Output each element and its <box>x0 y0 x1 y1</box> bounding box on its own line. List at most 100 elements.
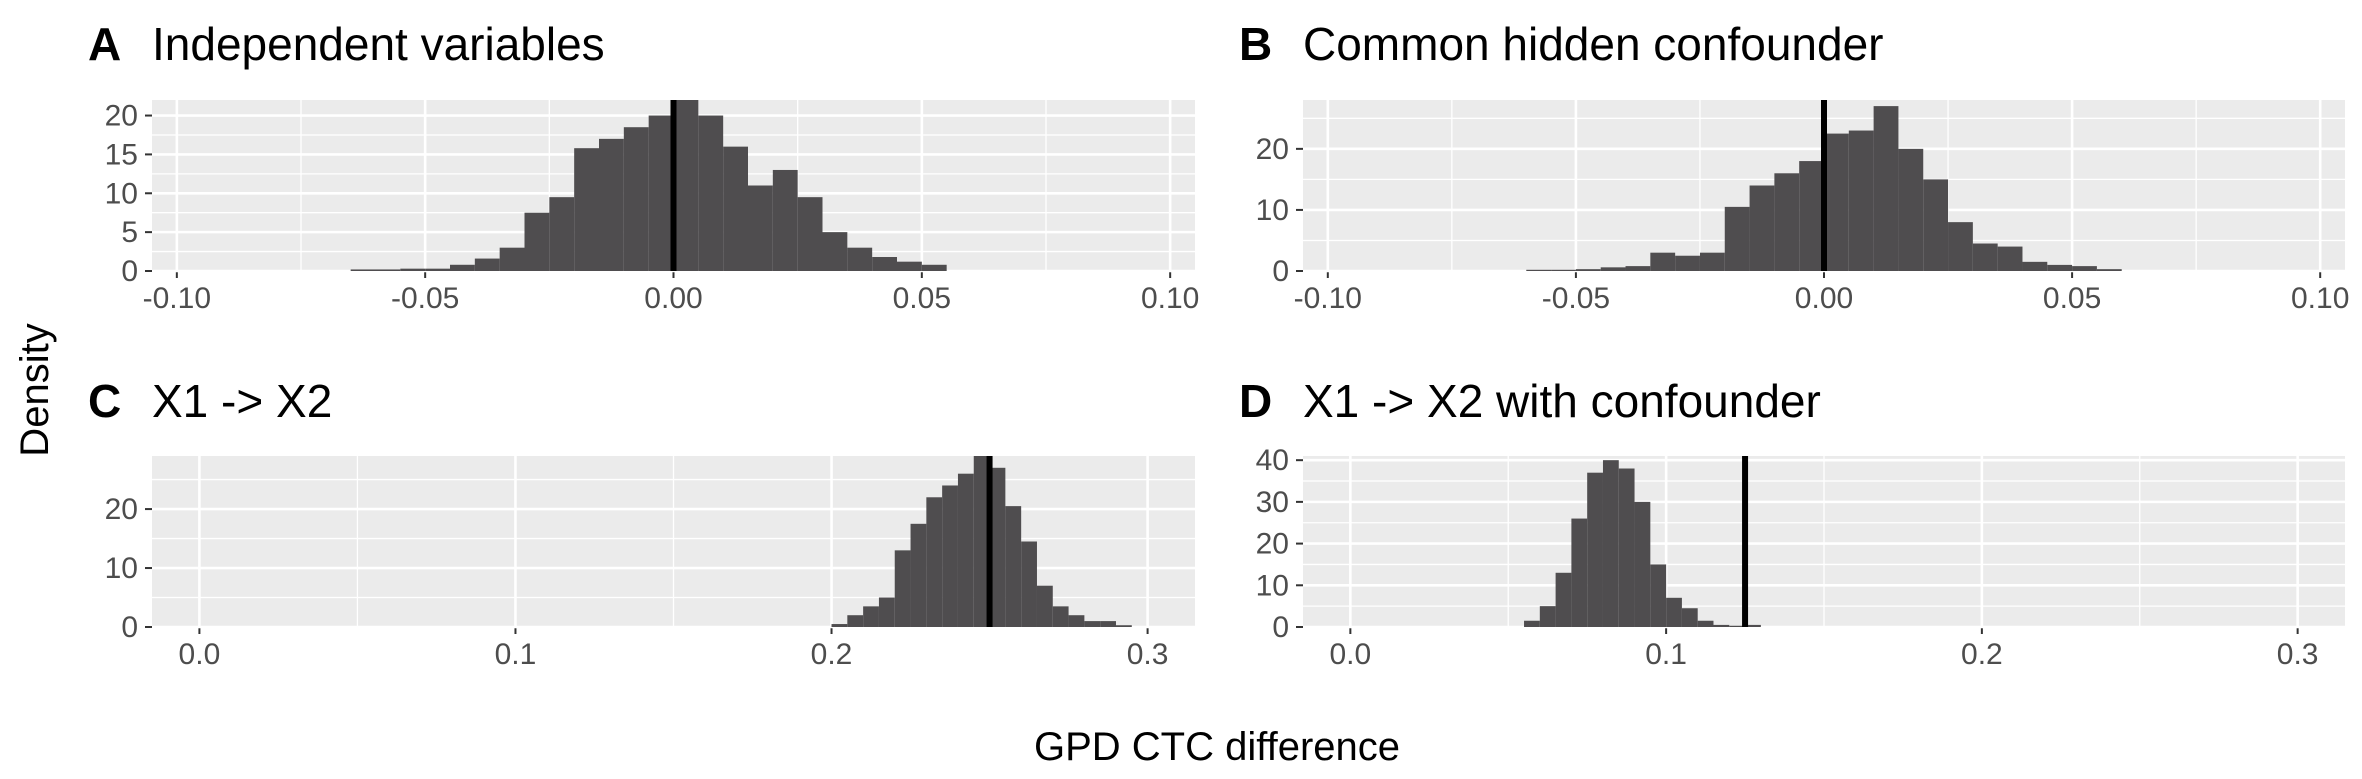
panel-title: X1 -> X2 with confounder <box>1303 375 1821 427</box>
x-tick-label: -0.10 <box>143 282 211 315</box>
histogram-bar <box>450 264 475 271</box>
x-tick-label: 0.0 <box>1330 638 1372 671</box>
y-tick-label: 10 <box>105 177 138 210</box>
histogram-bar <box>1555 572 1572 627</box>
histogram-bar <box>1052 606 1069 627</box>
histogram-bar <box>1587 472 1603 627</box>
histogram-bar <box>1526 269 1552 271</box>
y-axis-title: Density <box>13 323 57 456</box>
x-tick-label: -0.05 <box>391 282 459 315</box>
histogram-bar <box>797 197 823 271</box>
histogram-bar <box>973 456 990 627</box>
histogram-bar <box>1650 252 1676 271</box>
histogram-bar <box>1675 255 1700 271</box>
panel-title: X1 -> X2 <box>152 375 332 427</box>
y-tick-label: 15 <box>105 138 138 171</box>
y-tick-label: 0 <box>121 611 138 644</box>
panel-c: 0.0 0.1 0.2 0.3 0 10 20 C X1 -> X2 <box>88 375 1195 671</box>
histogram-bar <box>1749 185 1775 271</box>
histogram-bar <box>599 138 624 271</box>
histogram-bar <box>1036 585 1053 627</box>
histogram-bar <box>2022 261 2048 271</box>
x-tick-label: 0.05 <box>893 282 951 315</box>
histogram-bar <box>1602 460 1619 627</box>
histogram-bar <box>1551 269 1576 271</box>
histogram-bar <box>1600 267 1626 271</box>
panel-b: -0.10 -0.05 0.00 0.05 0.10 0 10 20 B Common hidde… <box>1239 18 2349 315</box>
histogram-bar <box>549 197 575 271</box>
histogram-bar <box>1713 624 1730 627</box>
panel-d: 0.0 0.1 0.2 0.3 0 10 20 30 40 D X1 -> X2 with conf… <box>1239 375 2345 671</box>
y-tick-label: 20 <box>105 100 138 133</box>
histogram-bar <box>1650 564 1667 627</box>
x-axis-title: GPD CTC difference <box>1034 725 1400 769</box>
histogram-bar <box>863 606 879 627</box>
histogram-bar <box>1972 243 1998 271</box>
histogram-bar <box>989 467 1006 627</box>
histogram-bar <box>1681 608 1698 627</box>
histogram-bar <box>648 115 674 271</box>
x-tick-label: 0.10 <box>2291 282 2349 315</box>
y-tick-label: 20 <box>105 493 138 526</box>
histogram-bar <box>847 615 864 627</box>
histogram-bar <box>1618 468 1635 627</box>
histogram-bar <box>375 269 401 271</box>
histogram-bar <box>847 247 873 271</box>
histogram-bar <box>772 169 798 271</box>
histogram-bar <box>1115 625 1132 627</box>
y-tick-label: 10 <box>1256 569 1289 602</box>
x-tick-label: 0.00 <box>644 282 702 315</box>
histogram-bar <box>1005 506 1022 627</box>
histogram-bar <box>1848 130 1874 271</box>
histogram-bar <box>748 185 773 271</box>
histogram-bar <box>1625 266 1651 271</box>
x-tick-label: 0.05 <box>2043 282 2101 315</box>
histogram-bar <box>574 148 599 271</box>
histogram-bar <box>723 146 748 271</box>
y-tick-label: 20 <box>1256 133 1289 166</box>
x-tick-label: 0.2 <box>1961 638 2003 671</box>
histogram-bar <box>957 473 974 627</box>
histogram-bar <box>1724 206 1750 271</box>
histogram-bar <box>878 597 895 627</box>
histogram-bar <box>499 247 525 271</box>
histogram-bar <box>894 550 911 627</box>
histogram-bar <box>698 115 724 271</box>
histogram-bar <box>524 212 550 271</box>
panel-a: -0.10 -0.05 0.00 0.05 0.10 0 5 10 15 20 A Independe… <box>88 18 1199 315</box>
panel-letter: D <box>1239 375 1272 427</box>
y-tick-label: 0 <box>1272 611 1289 644</box>
histogram-bar <box>474 258 500 271</box>
histogram-bar <box>1824 133 1849 271</box>
x-tick-label: 0.1 <box>495 638 537 671</box>
histogram-bar <box>2047 264 2073 271</box>
histogram-bar <box>897 261 922 271</box>
x-tick-label: 0.2 <box>811 638 853 671</box>
y-tick-label: 0 <box>121 255 138 288</box>
y-tick-label: 10 <box>1256 194 1289 227</box>
histogram-bar <box>1539 606 1556 627</box>
histogram-bar <box>1575 269 1601 271</box>
histogram-bar <box>1666 597 1682 627</box>
histogram-bar <box>400 268 426 271</box>
x-tick-label: 0.1 <box>1645 638 1687 671</box>
y-tick-label: 30 <box>1256 486 1289 519</box>
histogram-bar <box>921 264 947 271</box>
x-tick-label: 0.00 <box>1795 282 1853 315</box>
y-tick-label: 40 <box>1256 444 1289 477</box>
histogram-bar <box>1524 620 1540 627</box>
x-tick-label: 0.3 <box>2277 638 2319 671</box>
histogram-bar <box>1948 222 1973 271</box>
histogram-bar <box>2096 269 2122 271</box>
y-tick-label: 0 <box>1272 255 1289 288</box>
histogram-bar <box>673 100 699 271</box>
histogram-bar <box>1084 621 1101 627</box>
histogram-bar <box>1799 161 1824 271</box>
histogram-bar <box>1699 252 1725 271</box>
histogram-bar <box>1697 620 1714 627</box>
histogram-bar <box>1873 106 1899 271</box>
panel-letter: A <box>88 18 121 70</box>
x-tick-label: -0.05 <box>1542 282 1610 315</box>
